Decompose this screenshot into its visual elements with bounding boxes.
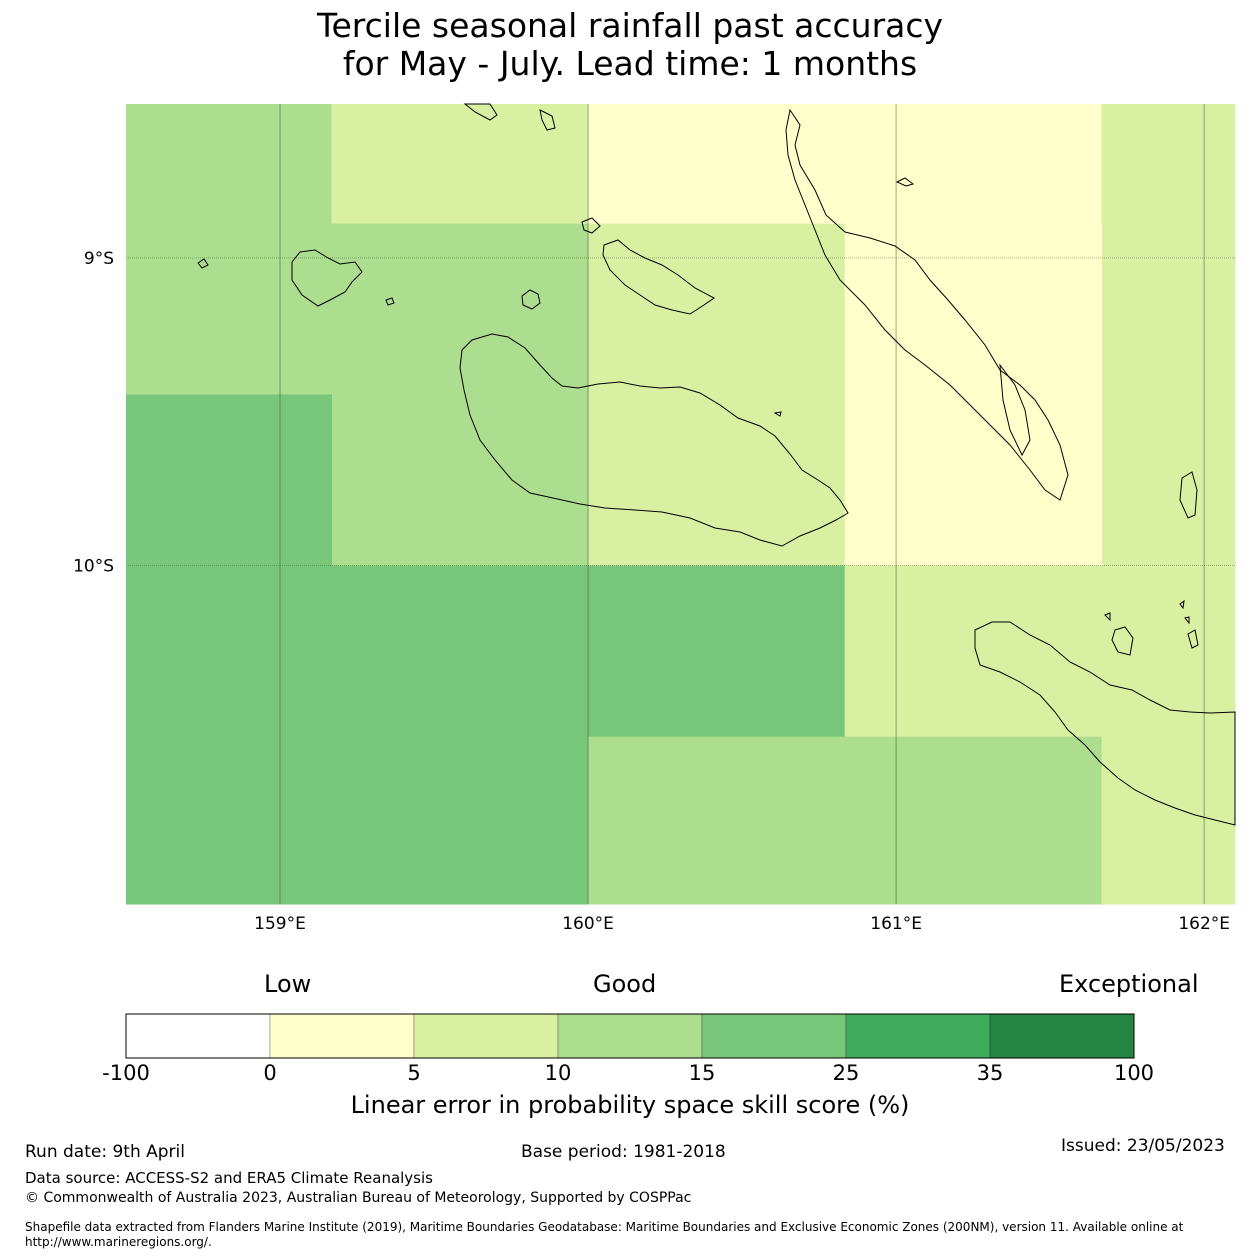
copyright: © Commonwealth of Australia 2023, Austra… [25,1190,692,1206]
colorbar-label-5: 25 [832,1061,860,1085]
colorbar-label-4: 15 [688,1061,716,1085]
island-malaita [785,108,1069,501]
map-title-line-2: for May - July. Lead time: 1 months [342,44,918,83]
colorbar-swatch-1 [269,1013,415,1059]
islet-east-1 [1179,471,1198,519]
skill-cell-12 [1101,736,1236,905]
lon-tick-label-162: 162°E [1178,914,1230,934]
colorbar-swatch-5 [845,1013,991,1059]
skill-cell-9 [588,565,846,738]
colorbar-swatch-6 [989,1013,1135,1059]
islet-north-1 [463,103,498,121]
islet-north-2 [539,109,556,131]
base-period: Base period: 1981-2018 [521,1142,726,1162]
islet-north-3 [895,177,915,187]
colorbar-swatch-2 [413,1013,559,1059]
skill-cell-6 [844,223,1103,567]
skill-cell-4 [331,223,589,567]
skill-cell-5 [588,223,846,567]
colorbar-label-7: 100 [1113,1061,1155,1085]
skill-cell-2 [588,104,1103,225]
island-small-malaita [999,363,1031,457]
colorbar [125,1013,1135,1059]
colorbar-label-6: 35 [976,1061,1004,1085]
category-exceptional: Exceptional [1059,970,1199,998]
colorbar-outline [125,1013,1135,1059]
islet-west [197,258,209,269]
skill-cell-8 [331,565,589,905]
colorbar-label-3: 10 [544,1061,572,1085]
category-low: Low [264,970,312,998]
lon-tick-label-161: 161°E [870,914,922,934]
axis-ticks: 159°E 160°E 161°E 162°E 9°S 10°S [73,249,1230,934]
category-good: Good [593,970,657,998]
island-nggela [602,239,715,315]
islet-east-2 [773,411,782,417]
colorbar-label-0: -100 [102,1061,150,1085]
island-guadalcanal [459,333,849,547]
data-source: Data source: ACCESS-S2 and ERA5 Climate … [25,1169,433,1187]
graticule [126,104,1235,904]
colorbar-swatch-0 [125,1013,271,1059]
islet-nggela-north [581,217,601,234]
lon-tick-label-159: 159°E [254,914,306,934]
island-russell [291,249,363,307]
skill-grid [126,104,1236,905]
issued-date: Issued: 23/05/2023 [1061,1136,1225,1156]
islet-se-2 [1179,599,1185,610]
skill-cell-10 [844,565,1236,738]
skill-cell-0 [126,104,332,395]
colorbar-label-1: 0 [263,1061,277,1085]
islet-se-3 [1184,616,1190,625]
skill-cell-1 [331,104,589,225]
colorbar-swatch-4 [701,1013,847,1059]
islet-ugi [1111,626,1134,656]
skill-cell-3 [1101,104,1236,567]
colorbar-title: Linear error in probability space skill … [350,1091,910,1119]
lat-tick-label-10: 10°S [73,557,114,577]
island-makira [974,621,1236,826]
map-title-line-1: Tercile seasonal rainfall past accuracy [316,6,944,45]
skill-cell-7 [126,394,332,905]
islet-se-4 [1187,629,1199,649]
lat-tick-label-9: 9°S [84,249,114,269]
islet-se-1 [1104,612,1111,622]
colorbar-label-2: 5 [407,1061,421,1085]
run-date: Run date: 9th April [25,1142,185,1162]
islet-russell-east [385,297,395,306]
skill-cell-11 [588,736,1103,905]
shapefile-credit: Shapefile data extracted from Flanders M… [25,1220,1184,1249]
lon-tick-label-160: 160°E [562,914,614,934]
colorbar-swatch-3 [557,1013,703,1059]
island-savo [521,289,541,310]
coastlines [197,103,1236,826]
